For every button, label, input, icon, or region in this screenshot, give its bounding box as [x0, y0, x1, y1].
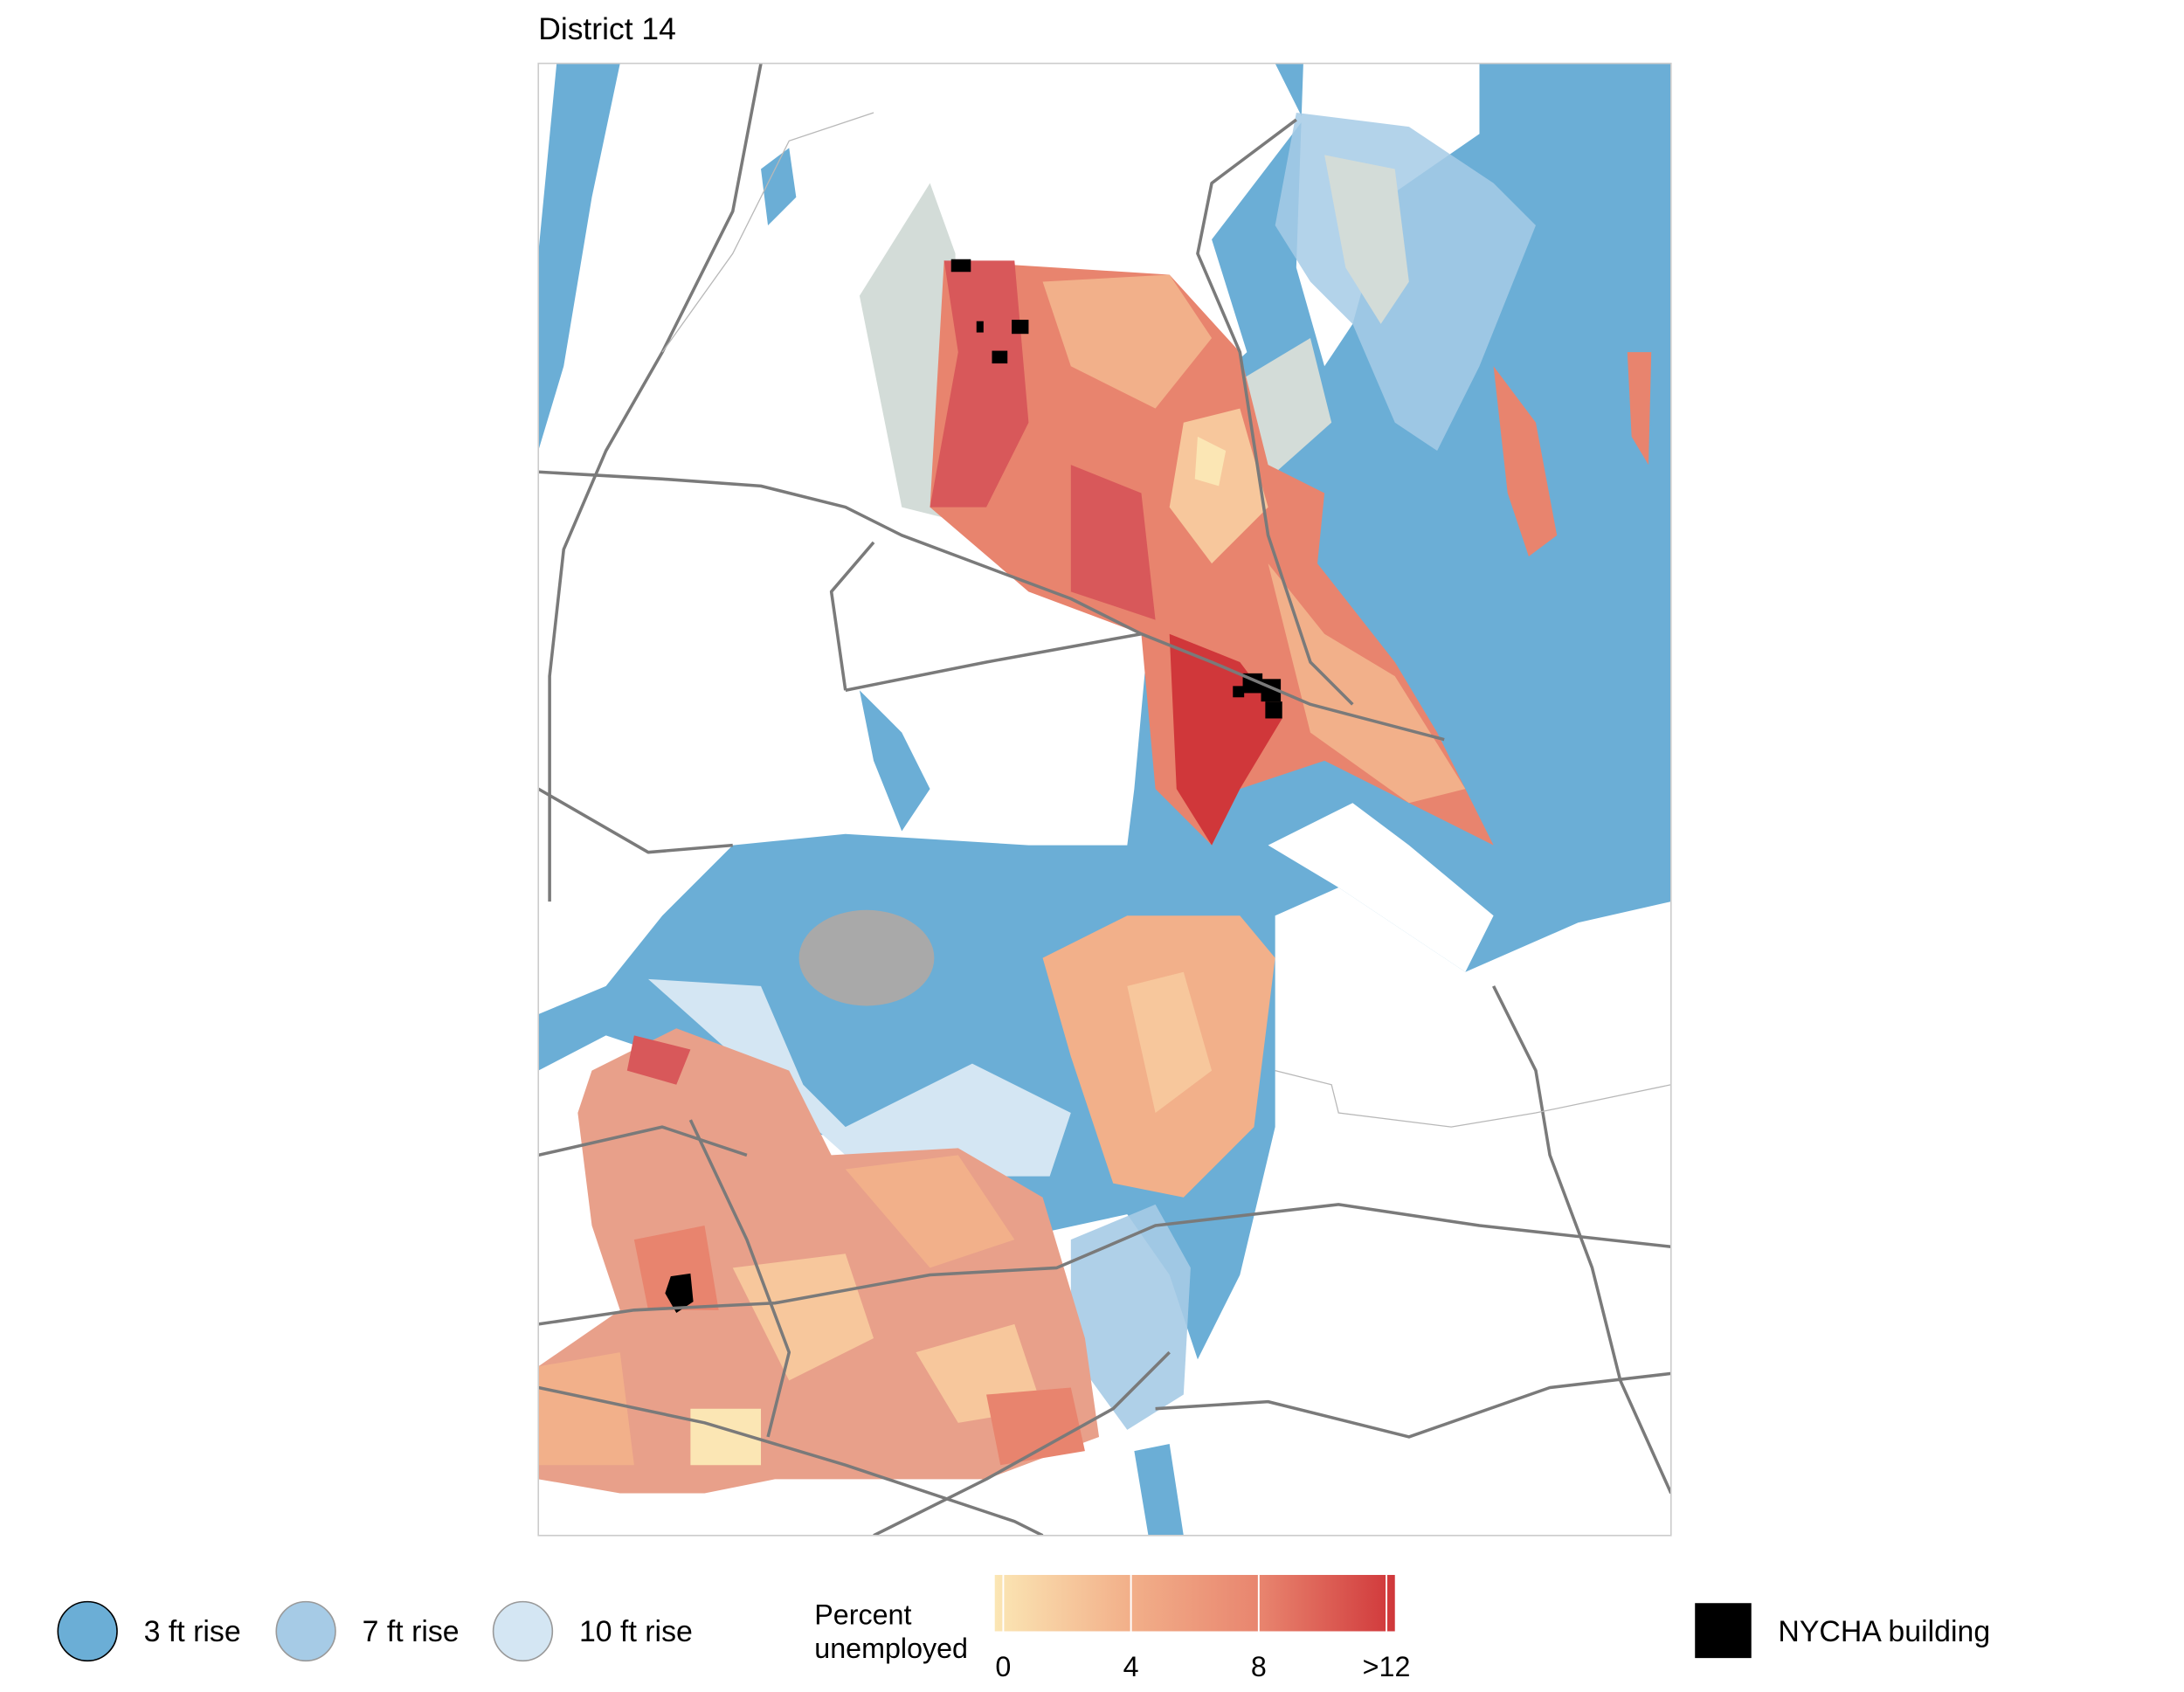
flood-zone [1324, 155, 1409, 324]
map [538, 63, 1671, 1536]
colorbar-tick-label: 8 [1251, 1651, 1267, 1682]
river [538, 63, 620, 452]
colorbar-tick-label: 4 [1123, 1651, 1139, 1682]
tracts [538, 260, 1652, 1494]
flood-zone [648, 978, 1071, 1177]
creek [859, 690, 930, 832]
park [1240, 338, 1332, 480]
colorbar [994, 1574, 1395, 1632]
legend: Percent unemployed 3 ft rise 7 ft rise 10 … [57, 1574, 1990, 1682]
legend-swatch [1695, 1603, 1752, 1659]
colorbar-title: Percent [814, 1599, 911, 1630]
legend-swatch [275, 1600, 336, 1662]
colorbar-tick-label: 0 [995, 1651, 1011, 1682]
land [1268, 803, 1494, 972]
legend-label: 7 ft rise [363, 1615, 460, 1648]
legend-swatch [57, 1600, 118, 1662]
flood-zone [1070, 1204, 1191, 1430]
roads [538, 63, 1671, 1536]
map-frame [537, 62, 1672, 1537]
park [859, 183, 958, 521]
legend-label: NYCHA building [1778, 1615, 1990, 1648]
colorbar-title: unemployed [814, 1633, 968, 1664]
colorbar-tick-label: >12 [1363, 1651, 1411, 1682]
legend-label: 10 ft rise [579, 1615, 693, 1648]
legend-swatch [492, 1600, 554, 1662]
creek [1134, 1444, 1184, 1536]
map-title: District 14 [538, 11, 676, 46]
legend-label: 3 ft rise [144, 1615, 241, 1648]
island [798, 909, 935, 1006]
lake [761, 148, 797, 226]
